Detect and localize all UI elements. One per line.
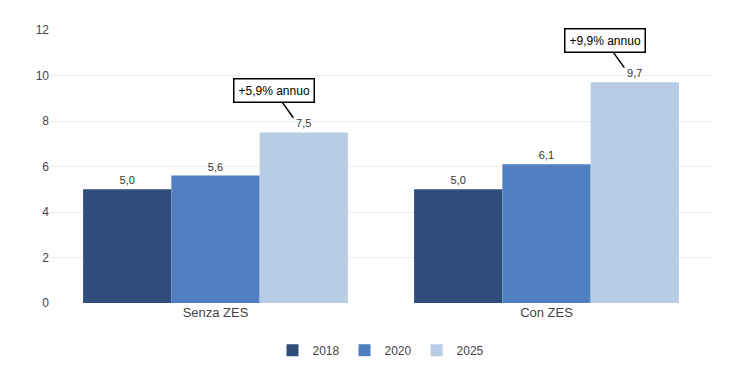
svg-text:2020: 2020	[385, 344, 412, 358]
svg-text:+5,9% annuo: +5,9% annuo	[239, 84, 310, 98]
svg-text:2025: 2025	[457, 344, 484, 358]
svg-text:+9,9% annuo: +9,9% annuo	[570, 34, 641, 48]
svg-text:8: 8	[42, 114, 49, 128]
svg-text:12: 12	[36, 23, 50, 37]
svg-text:6: 6	[42, 160, 49, 174]
svg-text:2: 2	[42, 251, 49, 265]
svg-text:6,1: 6,1	[539, 149, 554, 161]
svg-text:5,6: 5,6	[208, 161, 223, 173]
svg-text:10: 10	[36, 69, 50, 83]
svg-text:5,0: 5,0	[451, 174, 466, 186]
svg-text:4: 4	[42, 205, 49, 219]
svg-text:0: 0	[42, 296, 49, 310]
svg-text:Senza ZES: Senza ZES	[183, 305, 249, 320]
svg-text:9,7: 9,7	[627, 67, 642, 79]
svg-text:Con ZES: Con ZES	[520, 305, 573, 320]
svg-text:5,0: 5,0	[120, 174, 135, 186]
svg-text:2018: 2018	[313, 344, 340, 358]
svg-text:7,5: 7,5	[296, 117, 311, 129]
